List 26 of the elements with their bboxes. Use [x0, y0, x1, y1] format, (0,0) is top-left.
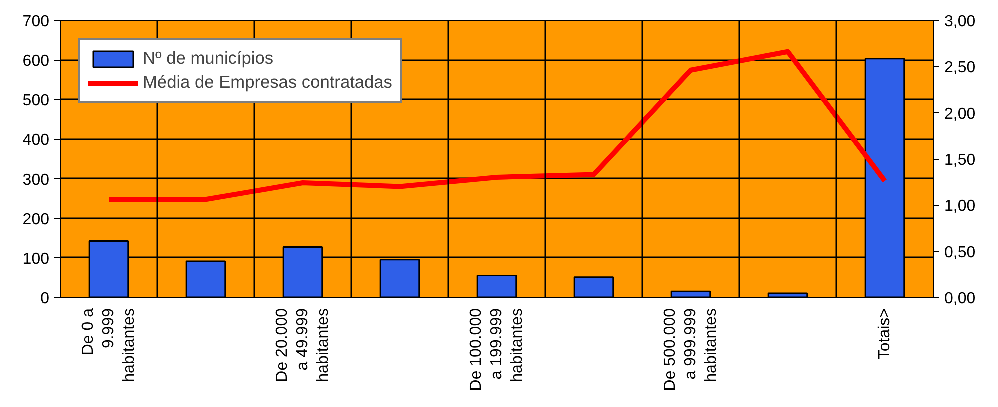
x-tick-label: De 500.000 a 999.999 habitantes [662, 308, 720, 392]
bar [670, 290, 712, 298]
x-tick-label: De 100.000 a 199.999 habitantes [468, 308, 526, 392]
y2-tick-label: 1,00 [944, 198, 976, 216]
y-tick-label: 100 [22, 250, 50, 268]
y-tick-label: 600 [22, 53, 50, 70]
y2-tick-label: 2,50 [944, 60, 976, 77]
bar [574, 276, 614, 298]
y-tick-label: 0 [40, 290, 50, 308]
y2-tick-label: 0,50 [944, 244, 976, 262]
y2-tick-label: 2,00 [944, 106, 976, 123]
y-tick-label: 700 [22, 14, 50, 30]
bar [476, 274, 518, 298]
legend-label: Média de Empresas contratadas [143, 72, 392, 93]
y-tick-label: 300 [22, 172, 50, 189]
y-tick-label: 500 [22, 92, 50, 110]
x-tick-label: De 20.000 a 49.999 habitantes [274, 308, 332, 382]
y-tick-label: 200 [22, 211, 50, 228]
bar [186, 260, 226, 298]
x-tick-label: De 0 a 9.999 habitantes [80, 308, 138, 382]
y2-tick-label: 0,00 [944, 290, 976, 308]
y2-tick-label: 3,00 [944, 14, 976, 30]
y-tick-label: 400 [22, 132, 50, 150]
y2-tick-label: 1,50 [944, 152, 976, 169]
legend-label: Nº de municípios [143, 48, 274, 69]
x-tick-label: Totais> [876, 308, 894, 360]
